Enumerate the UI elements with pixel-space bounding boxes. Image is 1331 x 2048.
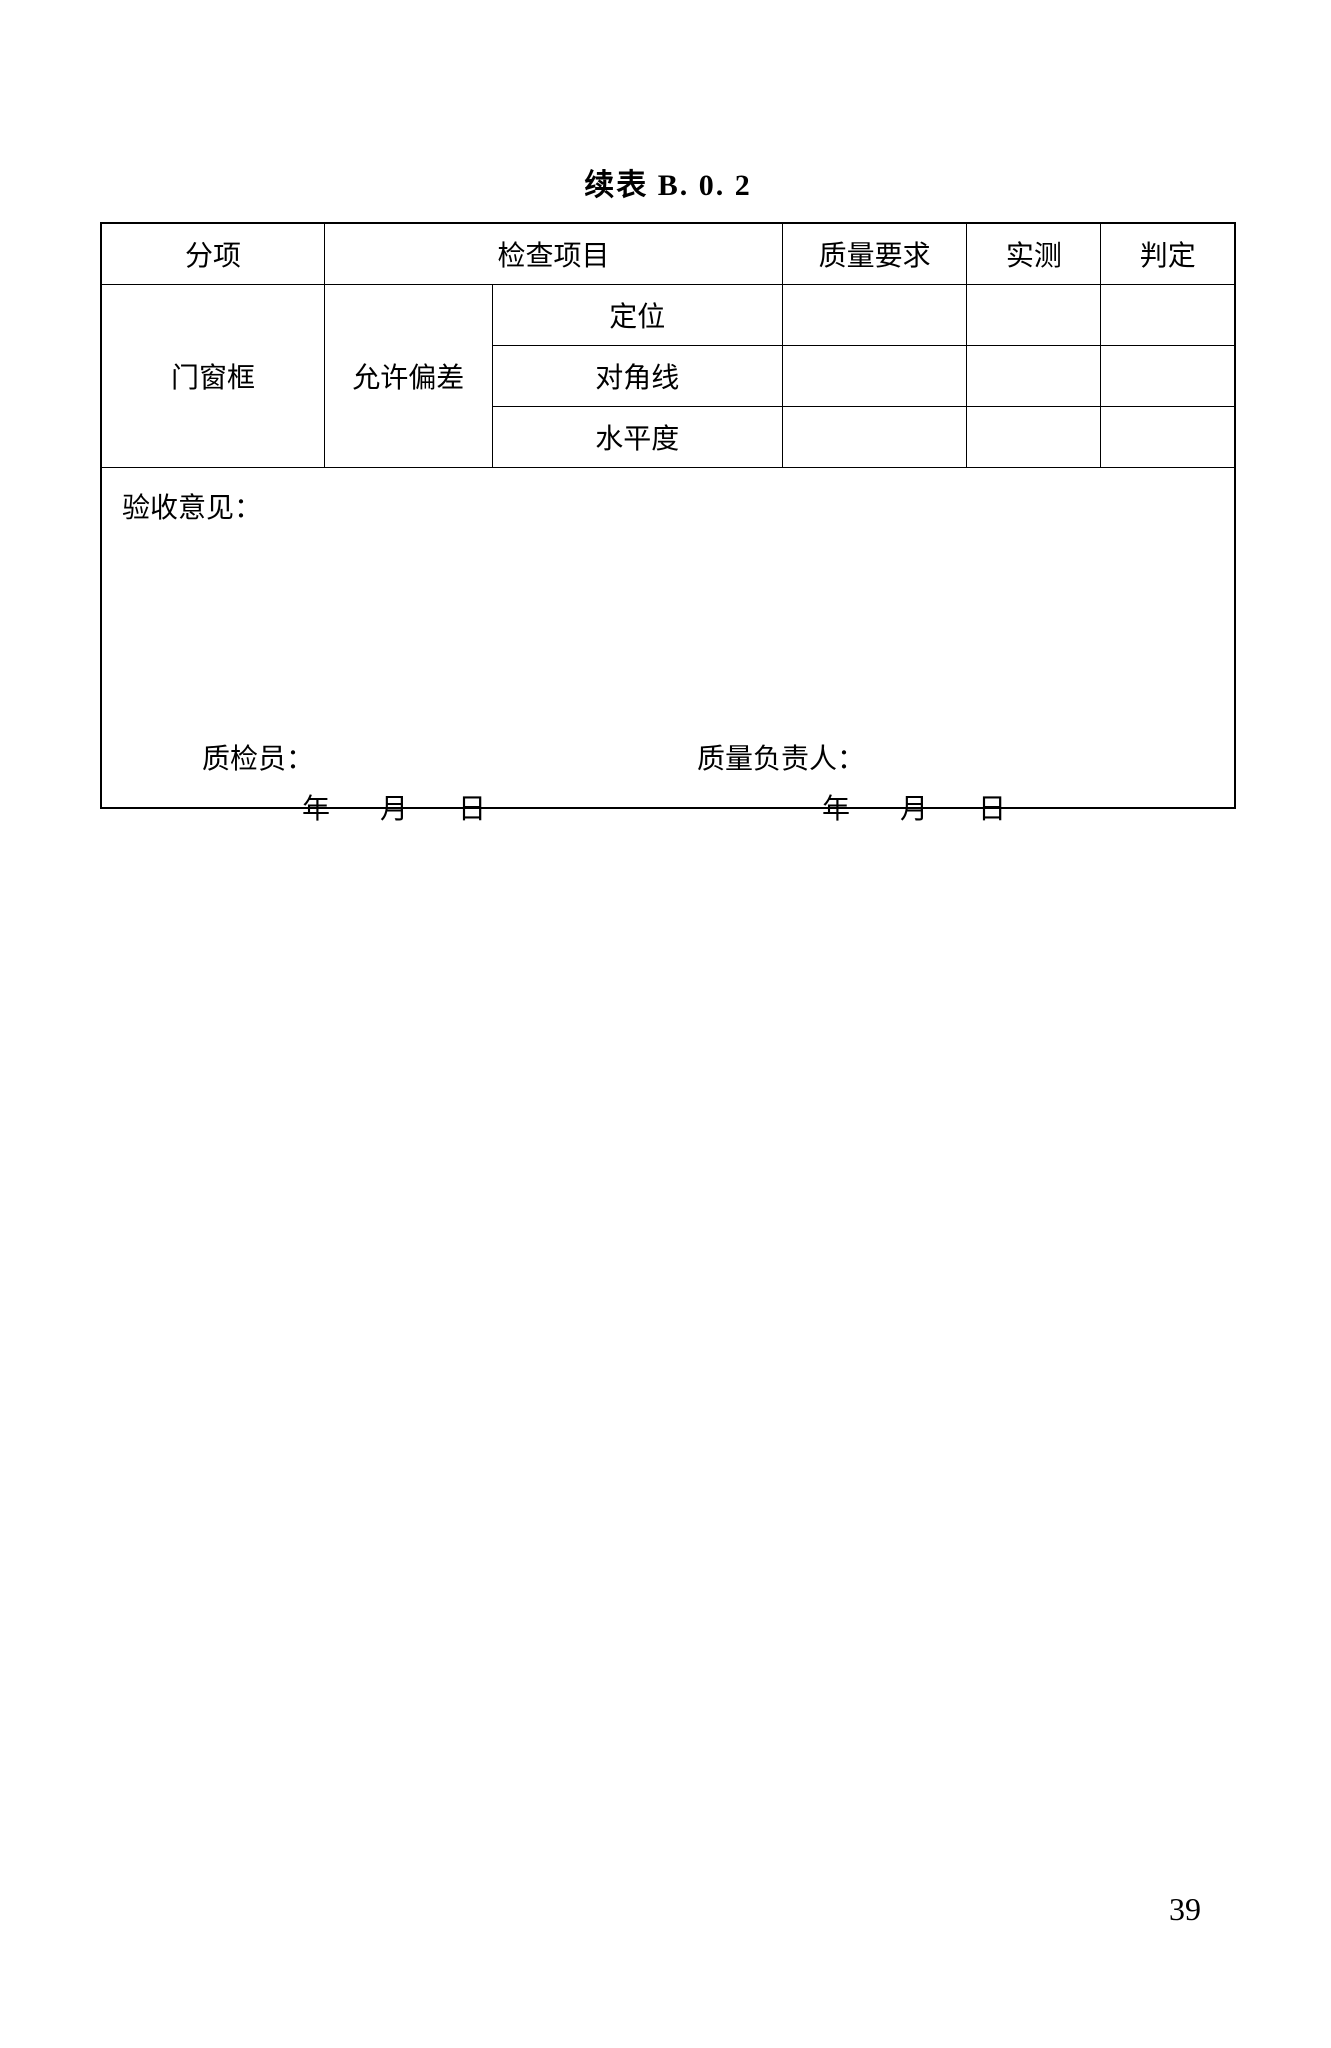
cell-item-2-judge bbox=[1101, 407, 1235, 468]
date-left: 年月日 bbox=[302, 787, 486, 827]
date-year: 年 bbox=[302, 787, 330, 827]
remarks-label: 验收意见： bbox=[122, 486, 1214, 526]
responsible-label: 质量负责人： bbox=[697, 737, 865, 777]
cell-frame-label: 门窗框 bbox=[101, 285, 324, 468]
header-judge: 判定 bbox=[1101, 223, 1235, 285]
date-month: 月 bbox=[380, 787, 408, 827]
cell-item-0-quality bbox=[782, 285, 966, 346]
table-title: 续表 B. 0. 2 bbox=[100, 160, 1236, 204]
page-number: 39 bbox=[1169, 1891, 1201, 1928]
date-month-2: 月 bbox=[900, 787, 928, 827]
cell-tolerance-label: 允许偏差 bbox=[324, 285, 492, 468]
cell-item-0-name: 定位 bbox=[492, 285, 782, 346]
cell-item-2-measure bbox=[967, 407, 1101, 468]
cell-item-0-measure bbox=[967, 285, 1101, 346]
cell-item-2-quality bbox=[782, 407, 966, 468]
header-quality: 质量要求 bbox=[782, 223, 966, 285]
header-row: 分项 检查项目 质量要求 实测 判定 bbox=[101, 223, 1235, 285]
header-subitem: 分项 bbox=[101, 223, 324, 285]
cell-item-0-judge bbox=[1101, 285, 1235, 346]
header-check-item: 检查项目 bbox=[324, 223, 782, 285]
header-measure: 实测 bbox=[967, 223, 1101, 285]
cell-item-1-quality bbox=[782, 346, 966, 407]
date-day: 日 bbox=[458, 787, 486, 827]
cell-item-1-judge bbox=[1101, 346, 1235, 407]
cell-item-2-name: 水平度 bbox=[492, 407, 782, 468]
date-year-2: 年 bbox=[822, 787, 850, 827]
remarks-row: 验收意见： 质检员： 质量负责人： 年月日 年月日 bbox=[101, 468, 1235, 808]
inspector-label: 质检员： bbox=[202, 737, 314, 777]
data-row-1: 门窗框 允许偏差 定位 bbox=[101, 285, 1235, 346]
cell-item-1-name: 对角线 bbox=[492, 346, 782, 407]
cell-item-1-measure bbox=[967, 346, 1101, 407]
date-right: 年月日 bbox=[822, 787, 1006, 827]
date-day-2: 日 bbox=[978, 787, 1006, 827]
remarks-cell: 验收意见： 质检员： 质量负责人： 年月日 年月日 bbox=[101, 468, 1235, 808]
inspection-table: 分项 检查项目 质量要求 实测 判定 门窗框 允许偏差 定位 对角线 水平度 验… bbox=[100, 222, 1236, 809]
